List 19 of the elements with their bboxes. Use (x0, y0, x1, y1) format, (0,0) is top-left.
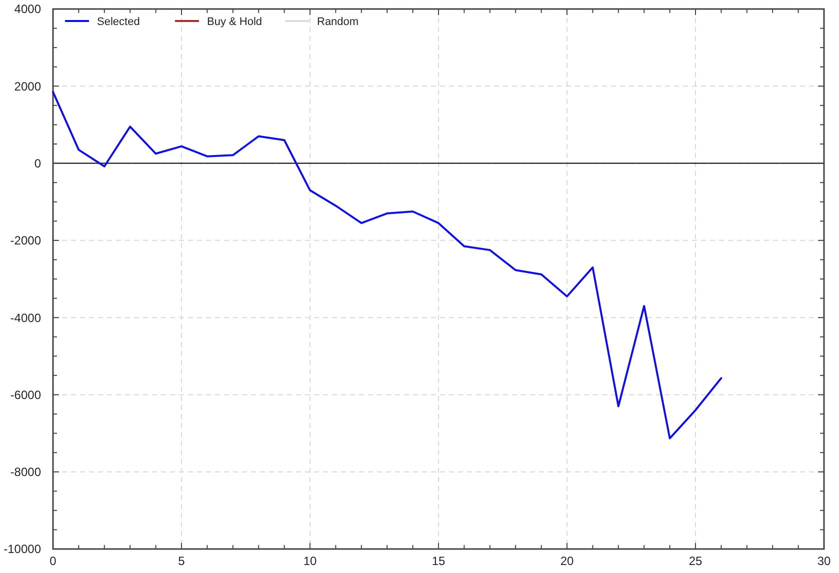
y-tick-label: -6000 (10, 388, 42, 402)
y-tick-label: -10000 (4, 542, 42, 556)
legend-label: Selected (97, 16, 140, 28)
y-tick-label: 2000 (14, 79, 42, 94)
y-tick-label: -2000 (10, 234, 42, 248)
y-tick-label: -8000 (10, 465, 42, 480)
legend-label: Random (317, 16, 359, 28)
x-tick-label: 0 (50, 554, 57, 568)
x-tick-label: 10 (303, 554, 317, 568)
x-tick-label: 30 (817, 554, 831, 568)
y-tick-label: -4000 (10, 310, 42, 325)
line-series (52, 90, 722, 440)
x-tick-label: 5 (178, 554, 186, 568)
x-tick-label: 20 (560, 554, 574, 568)
legend-label: Buy & Hold (207, 16, 262, 28)
y-tick-label: 0 (34, 156, 42, 170)
x-tick-label: 25 (688, 554, 702, 568)
x-tick-label: 15 (432, 554, 446, 568)
y-tick-label: 4000 (14, 2, 42, 16)
